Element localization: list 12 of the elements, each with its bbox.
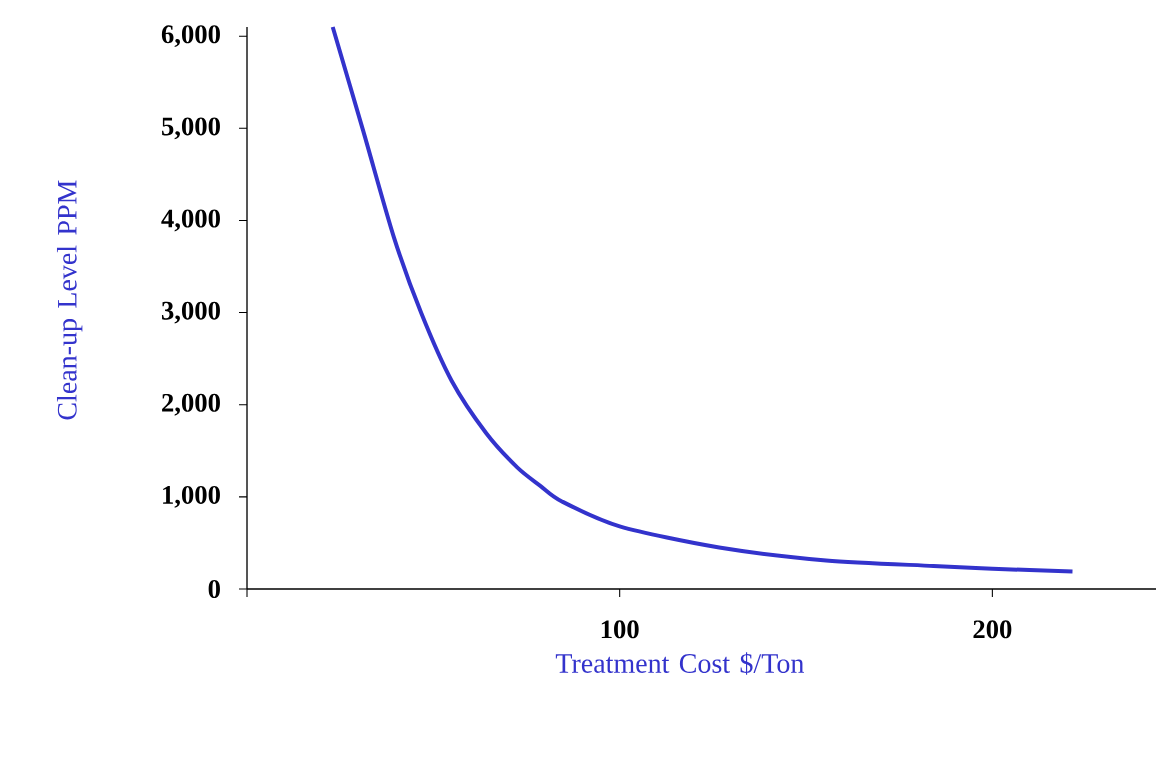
y-axis-title: Clean-up Level PPM — [56, 180, 83, 420]
y-tick-label: 4,000 — [161, 209, 220, 232]
y-tick-label: 5,000 — [162, 117, 220, 140]
y-tick-label: 6,000 — [161, 25, 220, 48]
y-tick-label: 2,000 — [162, 393, 220, 416]
x-tick-label: 100 — [601, 620, 639, 639]
y-tick-label: 0 — [208, 579, 220, 598]
x-axis-title: Treatment Cost $/Ton — [555, 652, 804, 675]
line-series — [330, 24, 1075, 574]
x-tick-label: 200 — [973, 620, 1012, 639]
y-tick-label: 1,000 — [163, 485, 220, 508]
y-tick-label: 3,000 — [161, 301, 220, 324]
